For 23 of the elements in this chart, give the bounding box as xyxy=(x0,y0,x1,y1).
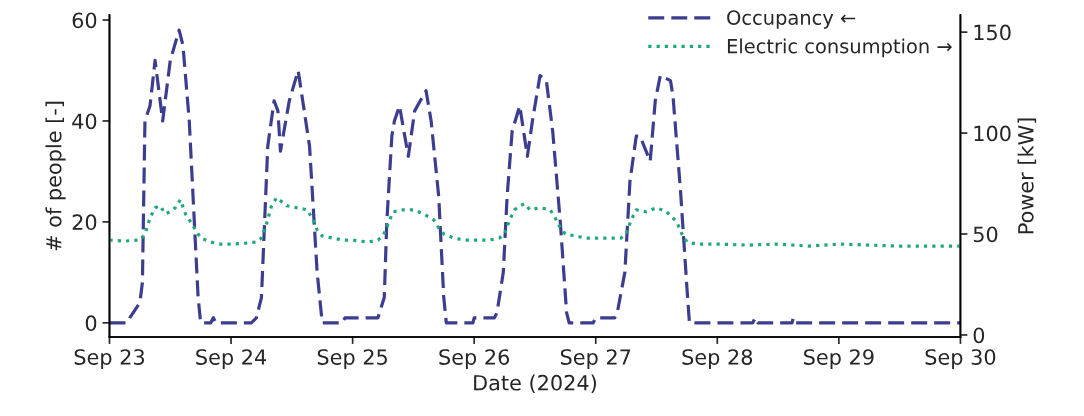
legend-label: Occupancy ← xyxy=(727,10,856,29)
x-tick-label: Sep 29 xyxy=(804,349,874,369)
legend-label: Electric consumption → xyxy=(727,38,952,58)
line-series xyxy=(109,28,961,325)
y-tick-label: 0 xyxy=(85,315,97,332)
y2-tick-label: 50 xyxy=(973,226,998,243)
x-tick-label: Sep 25 xyxy=(317,349,387,369)
y2-tick-label: 0 xyxy=(973,327,985,344)
x-tick-label: Sep 27 xyxy=(560,349,631,369)
x-tick-label: Sep 24 xyxy=(196,349,267,369)
x-tick-label: Sep 26 xyxy=(439,349,510,369)
y2-tick-label: 150 xyxy=(974,24,1011,41)
y-axis-title: # of people [-] xyxy=(45,101,66,251)
x-tick-label: Sep 30 xyxy=(925,349,996,369)
y-tick-label: 60 xyxy=(72,12,97,29)
y2-axis-title: Power [kW] xyxy=(1017,118,1037,234)
x-tick-label: Sep 23 xyxy=(74,349,145,369)
x-axis-title: Date (2024) xyxy=(474,374,597,394)
y-tick-label: 40 xyxy=(72,113,97,130)
x-tick-label: Sep 28 xyxy=(682,349,753,369)
y2-tick-label: 100 xyxy=(974,125,1011,142)
line-series xyxy=(109,196,961,248)
y-tick-label: 20 xyxy=(72,214,97,231)
